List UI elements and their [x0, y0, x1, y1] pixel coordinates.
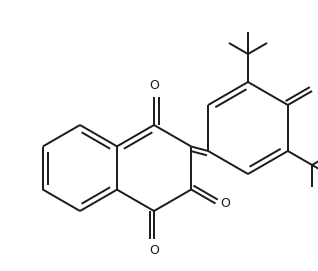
- Text: O: O: [149, 244, 159, 257]
- Text: O: O: [220, 197, 230, 210]
- Text: O: O: [149, 79, 159, 92]
- Text: O: O: [317, 85, 318, 98]
